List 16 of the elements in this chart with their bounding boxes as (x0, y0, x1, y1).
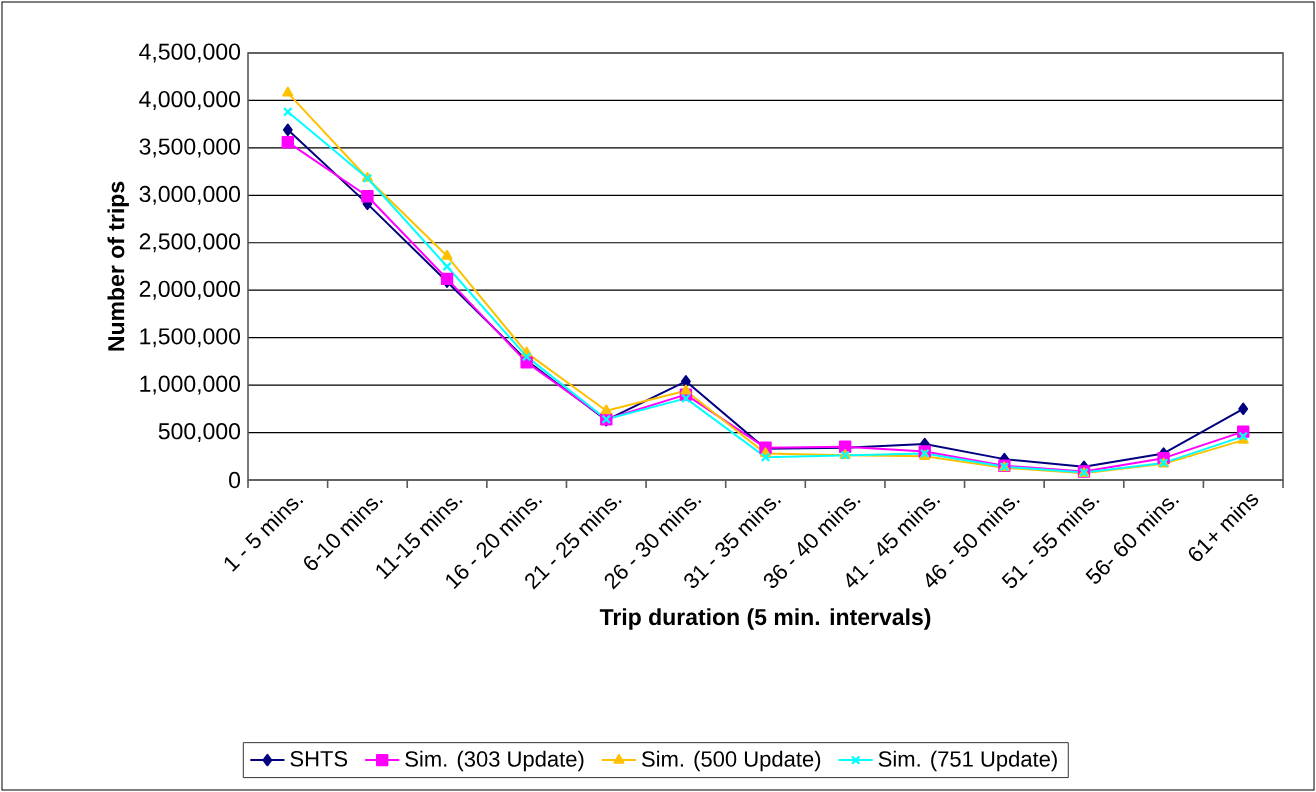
y-tick-label: 500,000 (158, 423, 241, 443)
y-tick-label: 2,500,000 (139, 233, 241, 253)
y-tick-label: 0 (229, 471, 241, 489)
y-tick-label: 1,000,000 (140, 375, 241, 395)
x-axis-title: Trip duration (5 min. intervals) (599, 608, 931, 630)
legend-label: Sim. (751 Update) (878, 750, 1057, 772)
legend-label: Sim. (303 Update) (405, 750, 584, 772)
legend-label: Sim. (500 Update) (641, 750, 821, 772)
y-axis-title: Number of trips (107, 181, 129, 351)
y-tick-label: 3,000,000 (139, 185, 241, 205)
y-tick-label: 2,000,000 (139, 280, 241, 300)
y-tick-label: 4,000,000 (139, 90, 241, 110)
y-tick-label: 4,500,000 (139, 43, 241, 63)
legend-label: SHTS (290, 750, 348, 767)
y-tick-label: 1,500,000 (140, 328, 241, 348)
y-tick-label: 3,500,000 (139, 138, 241, 158)
